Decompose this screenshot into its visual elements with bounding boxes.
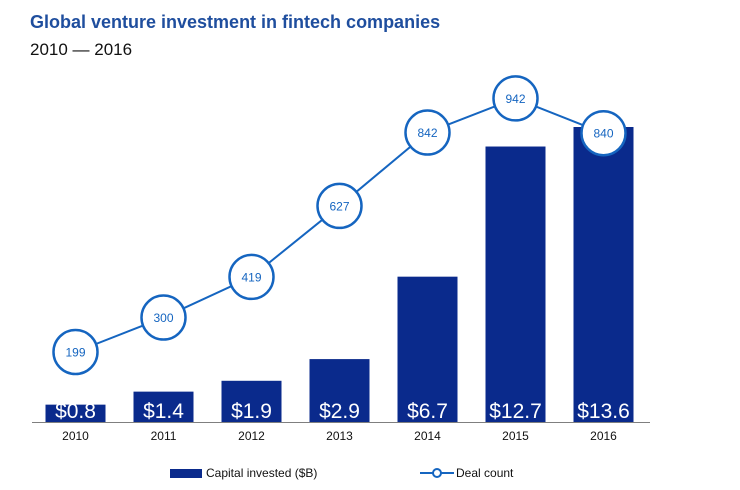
x-tick-label: 2016 xyxy=(590,429,617,443)
chart-area: $0.8 $1.4 $1.9 $2.9 $6.7 $12.7 $13.6 2010 2011 2… xyxy=(32,75,650,443)
deal-count-marker xyxy=(404,109,451,156)
x-tick-label: 2013 xyxy=(326,429,353,443)
x-tick-label: 2012 xyxy=(238,429,265,443)
x-tick-label: 2010 xyxy=(62,429,89,443)
deal-count-marker xyxy=(228,253,275,301)
bar-2012 xyxy=(221,380,282,422)
bar-value-label: $12.7 xyxy=(489,400,542,423)
x-tick-label: 2015 xyxy=(502,429,529,443)
legend-bar-swatch xyxy=(170,468,202,478)
legend-capital-label: Capital invested ($B) xyxy=(206,466,318,480)
deal-count-label: 842 xyxy=(417,126,437,140)
deal-count-marker xyxy=(140,294,187,341)
bar-2016 xyxy=(573,127,634,422)
deal-count-label: 627 xyxy=(329,199,349,213)
bar-value-label: $1.4 xyxy=(143,400,184,423)
chart-title: Global venture investment in fintech com… xyxy=(30,12,441,32)
deal-count-label: 840 xyxy=(593,127,613,141)
deal-count-marker xyxy=(492,75,539,122)
deal-count-marker xyxy=(316,182,363,230)
x-tick-label: 2011 xyxy=(151,429,177,443)
bar-2013 xyxy=(309,359,370,422)
bar-2011 xyxy=(133,391,194,422)
legend-deals-label: Deal count xyxy=(456,466,514,480)
bar-value-label: $2.9 xyxy=(319,400,360,423)
bar-value-label: $0.8 xyxy=(55,400,96,423)
deal-count-label: 199 xyxy=(65,346,85,360)
legend-capital: Capital invested ($B) xyxy=(170,466,317,480)
x-tick-label: 2014 xyxy=(414,429,441,443)
deal-count-marker xyxy=(52,328,99,376)
bar-2010 xyxy=(45,404,106,422)
deal-count-marker xyxy=(580,109,627,157)
legend-line-swatch xyxy=(420,468,454,478)
deal-count-label: 419 xyxy=(241,270,261,284)
bar-value-label: $1.9 xyxy=(231,400,272,423)
bar-2015 xyxy=(485,146,546,422)
chart-subtitle: 2010 — 2016 xyxy=(30,40,133,59)
legend-deals: Deal count xyxy=(420,466,513,480)
bar-value-label: $13.6 xyxy=(577,400,630,423)
deal-count-label: 300 xyxy=(153,311,173,325)
bar-2014 xyxy=(397,276,458,422)
bar-value-label: $6.7 xyxy=(407,400,448,423)
deal-count-label: 942 xyxy=(505,92,525,106)
